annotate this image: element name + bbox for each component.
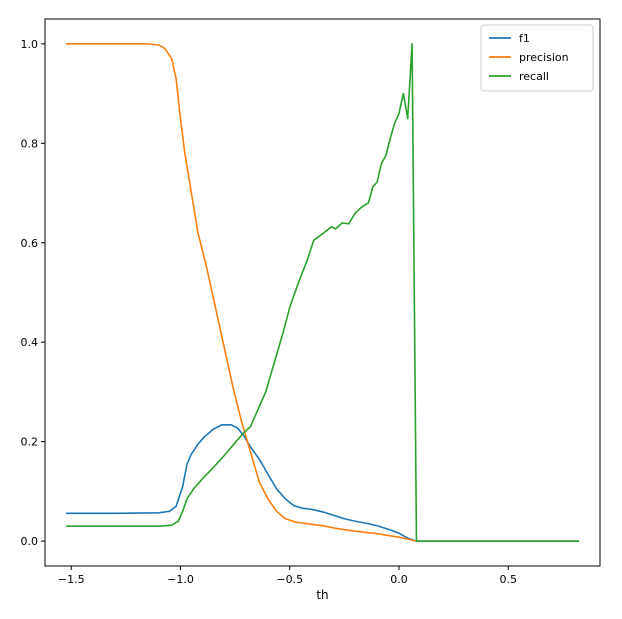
x-tick-label: −1.5	[58, 573, 85, 586]
axes-border	[44, 18, 601, 567]
x-tick-label: 0.0	[390, 573, 408, 586]
y-tick-label: 0.6	[21, 237, 39, 250]
legend-label-precision: precision	[519, 51, 569, 64]
y-axis-ticks: 0.0 0.2 0.4 0.6 0.8 1.0	[21, 38, 45, 548]
plot-background	[45, 19, 600, 566]
x-tick-label: −1.0	[167, 573, 194, 586]
axes-frame	[44, 18, 601, 567]
y-tick-label: 0.8	[21, 137, 39, 150]
x-axis-ticks: −1.5 −1.0 −0.5 0.0 0.5	[58, 566, 517, 586]
series-line-precision	[66, 43, 579, 542]
y-tick-label: 0.0	[21, 535, 39, 548]
plot-area	[45, 19, 600, 566]
x-tick-label: 0.5	[499, 573, 517, 586]
x-tick-label: −0.5	[276, 573, 303, 586]
legend-box	[480, 24, 594, 92]
series-line-f1	[66, 423, 579, 542]
y-tick-label: 0.4	[21, 336, 39, 349]
series-line-recall	[66, 43, 579, 542]
x-axis-label: th	[316, 588, 328, 602]
series-lines	[66, 43, 579, 542]
legend: f1 precision recall	[480, 24, 594, 92]
y-tick-label: 0.2	[21, 436, 39, 449]
y-tick-label: 1.0	[21, 38, 39, 51]
legend-label-recall: recall	[519, 70, 549, 83]
legend-label-f1: f1	[519, 32, 530, 45]
